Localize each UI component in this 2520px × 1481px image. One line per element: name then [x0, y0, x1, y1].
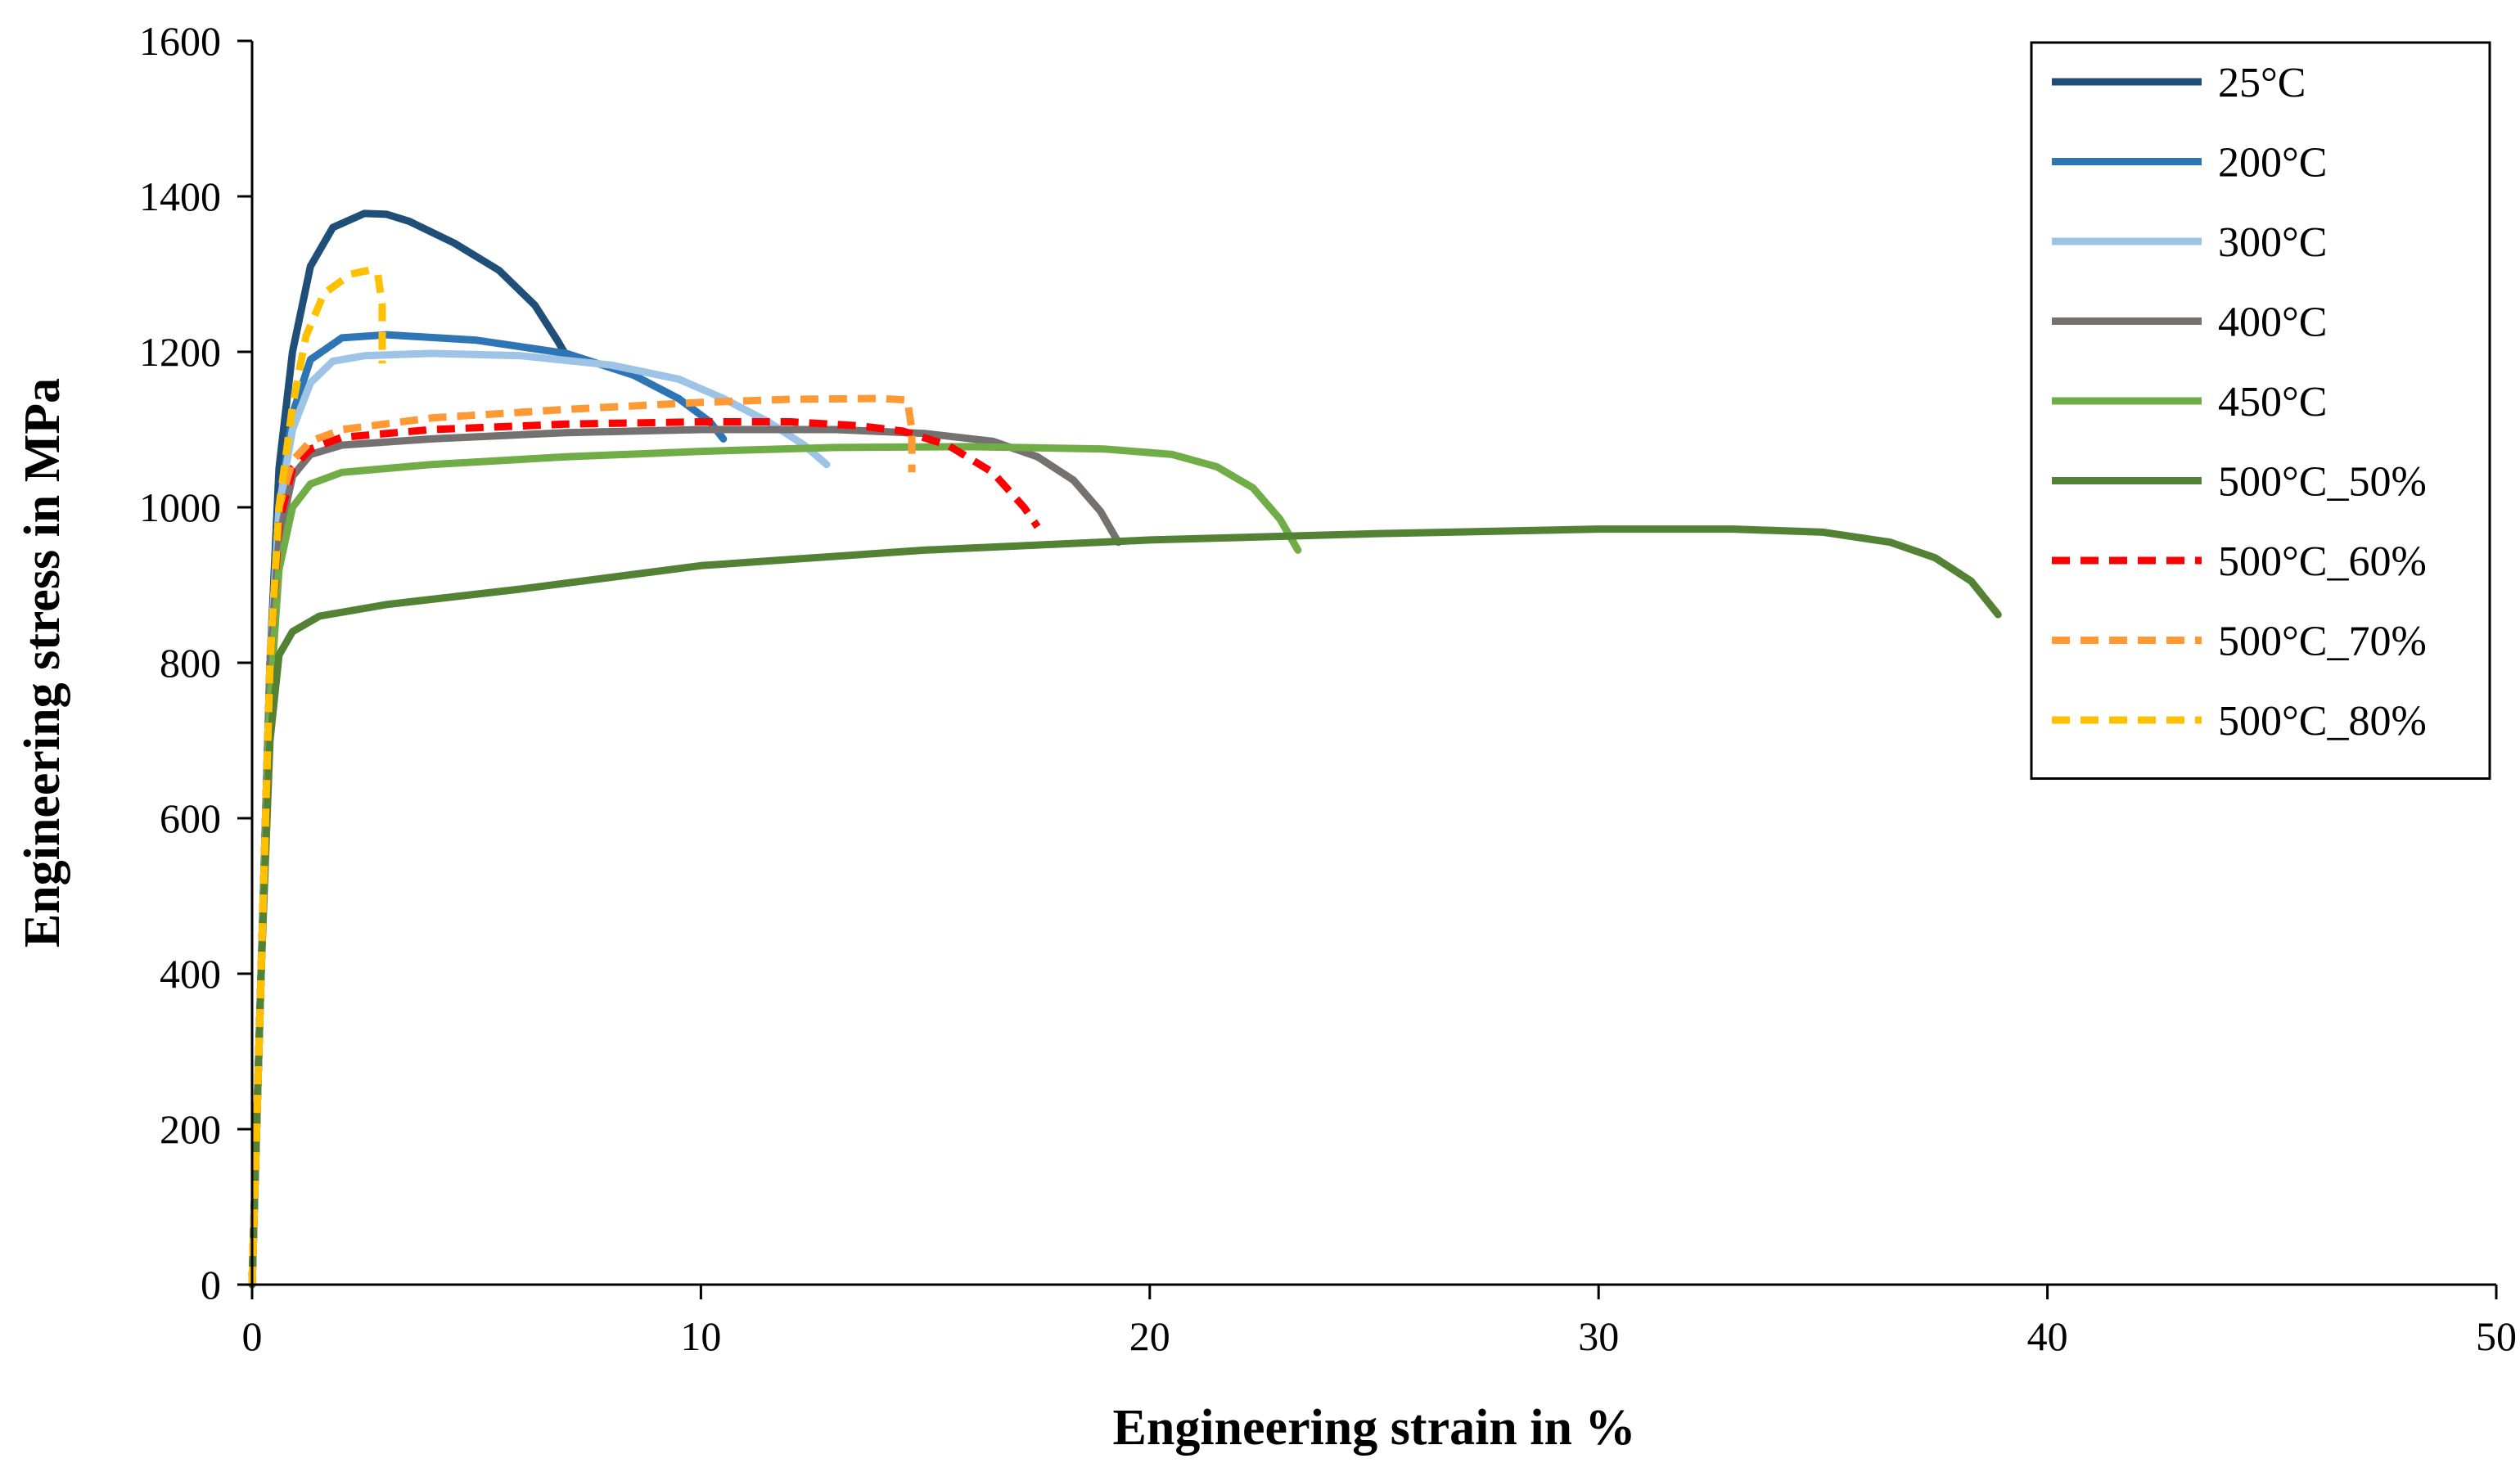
y-tick-label: 200 [160, 1106, 221, 1152]
y-tick-label: 1600 [139, 18, 221, 64]
y-tick-label: 1200 [139, 329, 221, 375]
plot-area [248, 209, 2002, 1289]
y-tick-label: 1000 [139, 484, 221, 530]
legend: 25°C 200°C 300°C 400°C 450°C 500°C_50% 500°C_6… [2030, 41, 2491, 780]
x-tick-label: 30 [1578, 1313, 1619, 1359]
y-axis-ticks: 0 200 400 600 800 1000 1200 1400 1600 [139, 18, 252, 1308]
legend-label: 400°C [2218, 299, 2327, 346]
legend-label: 500°C_70% [2218, 619, 2427, 665]
series-line-7 [248, 394, 916, 1285]
legend-label: 500°C_50% [2218, 459, 2427, 506]
series-line-4 [248, 443, 1302, 1289]
x-tick-label: 50 [2476, 1313, 2517, 1359]
series-line-3 [248, 425, 1122, 1289]
y-tick-label: 1400 [139, 173, 221, 219]
legend-label: 200°C [2218, 140, 2327, 187]
y-tick-label: 0 [201, 1262, 221, 1308]
x-axis-title: Engineering strain in % [1112, 1400, 1635, 1456]
legend-label: 25°C [2218, 60, 2306, 106]
x-tick-label: 40 [2027, 1313, 2068, 1359]
legend-label: 500°C_80% [2218, 698, 2427, 745]
legend-label: 300°C [2218, 219, 2327, 266]
x-tick-label: 20 [1129, 1313, 1170, 1359]
x-axis-ticks: 0 10 20 30 40 50 [242, 1285, 2517, 1359]
series-line-6 [248, 418, 1041, 1285]
y-tick-label: 800 [160, 640, 221, 686]
x-tick-label: 0 [242, 1313, 263, 1359]
y-tick-label: 400 [160, 951, 221, 997]
y-tick-label: 600 [160, 795, 221, 841]
series-line-2 [248, 349, 831, 1289]
legend-label: 450°C [2218, 379, 2327, 425]
legend-label: 500°C_60% [2218, 538, 2427, 585]
series-line-8 [248, 266, 386, 1285]
series-line-0 [248, 209, 570, 1289]
x-tick-label: 10 [680, 1313, 721, 1359]
y-axis-title: Engineering stress in MPa [15, 378, 70, 948]
series-line-5 [248, 525, 2002, 1289]
